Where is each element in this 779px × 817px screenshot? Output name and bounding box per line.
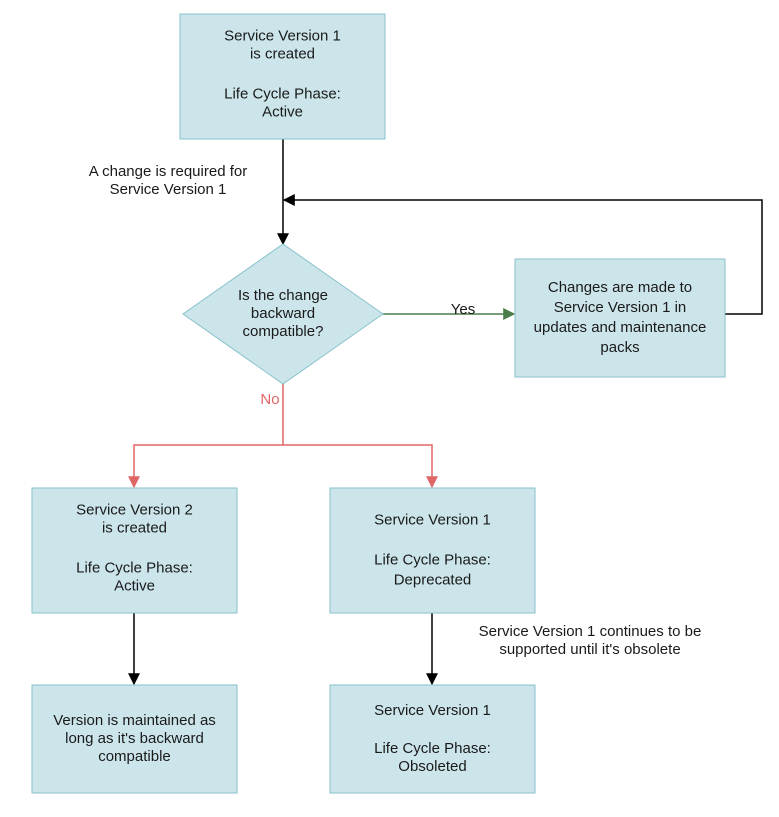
node-text: Active (114, 577, 155, 594)
node-n_obs: Service Version 1 Life Cycle Phase:Obsole… (330, 685, 535, 793)
edge-label-e_dep_down: Service Version 1 continues to besupport… (479, 623, 702, 658)
node-n_dep: Service Version 1 Life Cycle Phase: Deprec… (330, 488, 535, 613)
node-text: packs (600, 339, 639, 356)
node-text: Deprecated (394, 571, 472, 588)
edge-label-text: supported until it's obsolete (499, 641, 680, 658)
node-text: Obsoleted (398, 758, 466, 775)
node-text: Service Version 1 (374, 511, 491, 528)
edge-label-e1: A change is required forService Version … (89, 163, 247, 198)
edge-label-text: Yes (451, 301, 475, 318)
node-n1: Service Version 1is created Life Cycle Ph… (180, 14, 385, 139)
node-text: Is the change (238, 287, 328, 304)
node-text: Active (262, 103, 303, 120)
node-text: Life Cycle Phase: (224, 85, 341, 102)
node-text: Service Version 1 (224, 27, 341, 44)
node-text: is created (102, 519, 167, 536)
edge-label-text: Service Version 1 (110, 181, 227, 198)
edge-label-e_no_down: No (260, 391, 279, 408)
node-n_yes: Changes are made to Service Version 1 in u… (515, 259, 725, 377)
node-text: long as it's backward (65, 730, 204, 747)
nodes-layer: Service Version 1is createdLife Cycle Ph… (32, 14, 725, 793)
node-dec: Is the changebackwardcompatible? (183, 244, 383, 384)
node-text: compatible (98, 748, 171, 765)
node-text: Service Version 1 in (554, 299, 687, 316)
edge-label-text: Service Version 1 continues to be (479, 623, 702, 640)
edge-label-text: A change is required for (89, 163, 247, 180)
edge-e_no_right (283, 445, 432, 487)
edge-e_no_left (134, 445, 283, 487)
node-text: backward (251, 305, 315, 322)
node-text: compatible? (243, 323, 324, 340)
node-n_v2: Service Version 2is created Life Cycle Ph… (32, 488, 237, 613)
node-text: Life Cycle Phase: (76, 559, 193, 576)
node-text: Version is maintained as (53, 712, 216, 729)
edge-label-text: No (260, 391, 279, 408)
flowchart-canvas: A change is required forService Version … (0, 0, 779, 817)
node-text: Changes are made to (548, 279, 692, 296)
node-n_maint: Version is maintained aslong as it's bac… (32, 685, 237, 793)
node-text: Life Cycle Phase: (374, 740, 491, 757)
edge-label-e_yes: Yes (451, 301, 475, 318)
node-text: updates and maintenance (534, 319, 707, 336)
node-text: Service Version 1 (374, 702, 491, 719)
node-text: Life Cycle Phase: (374, 551, 491, 568)
node-text: Service Version 2 (76, 501, 193, 518)
node-text: is created (250, 45, 315, 62)
